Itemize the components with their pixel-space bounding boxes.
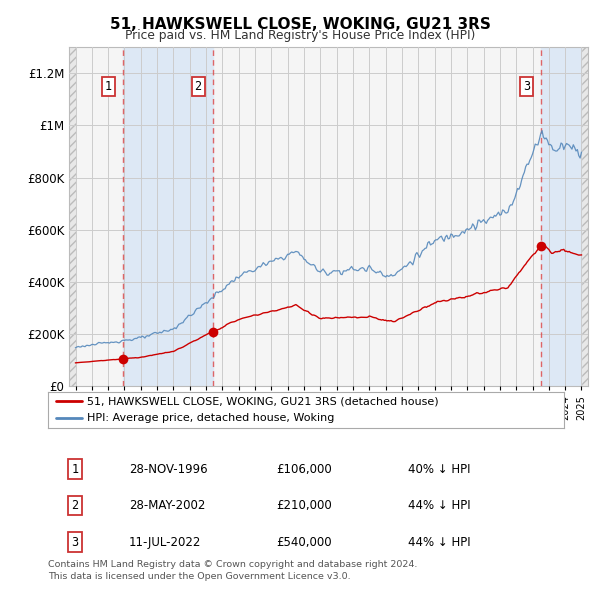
- Text: 44% ↓ HPI: 44% ↓ HPI: [408, 536, 470, 549]
- Text: 51, HAWKSWELL CLOSE, WOKING, GU21 3RS (detached house): 51, HAWKSWELL CLOSE, WOKING, GU21 3RS (d…: [86, 396, 439, 406]
- Bar: [581, 47, 588, 386]
- Text: 11-JUL-2022: 11-JUL-2022: [129, 536, 202, 549]
- Text: £210,000: £210,000: [276, 499, 332, 512]
- Text: 28-MAY-2002: 28-MAY-2002: [129, 499, 205, 512]
- Text: 51, HAWKSWELL CLOSE, WOKING, GU21 3RS: 51, HAWKSWELL CLOSE, WOKING, GU21 3RS: [110, 17, 490, 31]
- Text: Price paid vs. HM Land Registry's House Price Index (HPI): Price paid vs. HM Land Registry's House …: [125, 29, 475, 42]
- Text: HPI: Average price, detached house, Woking: HPI: Average price, detached house, Woki…: [86, 413, 334, 423]
- Text: £106,000: £106,000: [276, 463, 332, 476]
- Bar: [69, 47, 76, 386]
- Text: 3: 3: [71, 536, 79, 549]
- Text: £540,000: £540,000: [276, 536, 332, 549]
- Text: 44% ↓ HPI: 44% ↓ HPI: [408, 499, 470, 512]
- Text: Contains HM Land Registry data © Crown copyright and database right 2024.
This d: Contains HM Land Registry data © Crown c…: [48, 560, 418, 581]
- Text: 1: 1: [71, 463, 79, 476]
- Text: 2: 2: [71, 499, 79, 512]
- Text: 28-NOV-1996: 28-NOV-1996: [129, 463, 208, 476]
- Text: 1: 1: [105, 80, 112, 93]
- Text: 40% ↓ HPI: 40% ↓ HPI: [408, 463, 470, 476]
- Text: 3: 3: [523, 80, 530, 93]
- Bar: [541, 47, 581, 386]
- Text: 2: 2: [194, 80, 202, 93]
- Bar: [123, 47, 213, 386]
